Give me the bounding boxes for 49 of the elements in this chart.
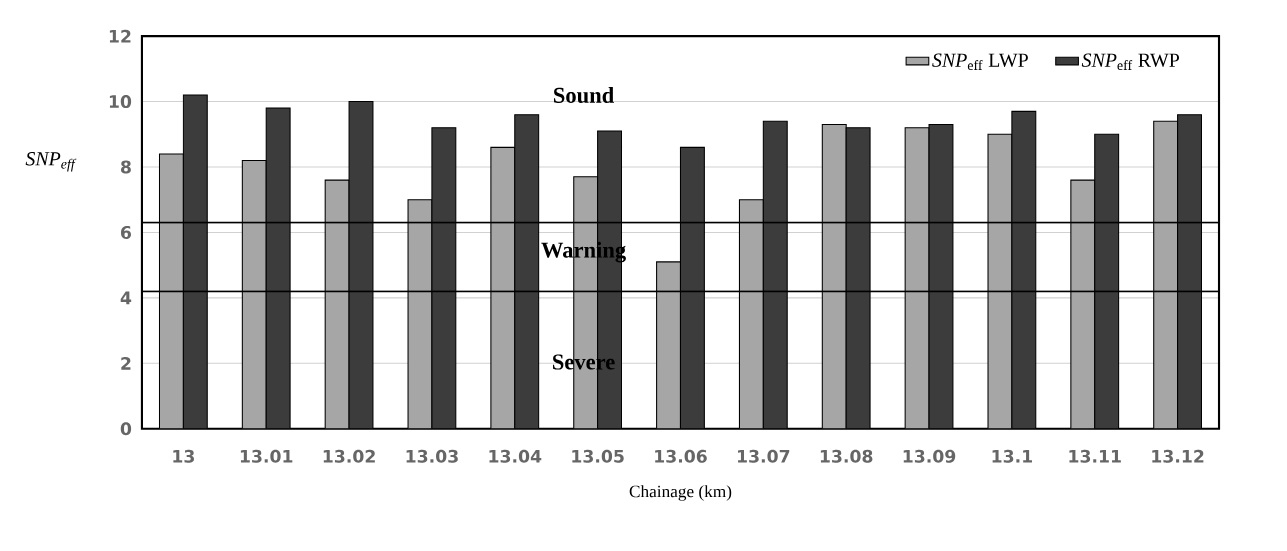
x-tick-label: 13.03 bbox=[406, 449, 458, 463]
legend-label: SNP$_{eff}$ LWP bbox=[932, 53, 1028, 70]
x-axis-title: Chainage (km) bbox=[629, 485, 732, 501]
bar bbox=[242, 160, 267, 429]
x-tick-label: 13.1 bbox=[992, 449, 1032, 463]
bar bbox=[266, 108, 291, 429]
bar bbox=[408, 199, 432, 429]
y-tick-label: 8 bbox=[121, 160, 131, 174]
bar bbox=[1011, 111, 1036, 429]
bar bbox=[514, 114, 539, 429]
bar bbox=[1177, 114, 1202, 429]
x-tick-label: 13 bbox=[173, 449, 194, 463]
bar bbox=[763, 121, 788, 429]
y-tick-label: 6 bbox=[121, 225, 132, 239]
bar bbox=[929, 124, 953, 429]
annotation: Sound bbox=[554, 87, 615, 103]
bar bbox=[490, 147, 515, 429]
x-tick-label: 13.11 bbox=[1069, 449, 1121, 463]
x-tick-label: 13.02 bbox=[323, 449, 375, 463]
y-tick-label: 10 bbox=[109, 95, 132, 109]
bar bbox=[905, 127, 930, 429]
bar bbox=[349, 101, 373, 429]
x-tick-label: 13.06 bbox=[655, 449, 707, 463]
bar bbox=[183, 94, 208, 429]
y-tick-label: 0 bbox=[120, 422, 132, 436]
bar bbox=[431, 127, 456, 429]
bar bbox=[1094, 134, 1119, 429]
bar bbox=[846, 127, 871, 429]
x-tick-label: 13.04 bbox=[489, 449, 542, 463]
x-tick-label: 13.05 bbox=[572, 449, 624, 463]
x-tick-label: 13.09 bbox=[903, 449, 956, 463]
y-tick-label: 4 bbox=[120, 291, 132, 305]
bar bbox=[656, 261, 681, 429]
x-tick-label: 13.12 bbox=[1152, 449, 1204, 463]
bar bbox=[325, 180, 350, 429]
y-tick-label: 12 bbox=[109, 29, 131, 43]
x-tick-label: 13.08 bbox=[820, 449, 873, 463]
x-tick-label: 13.07 bbox=[738, 449, 790, 463]
x-tick-label: 13.01 bbox=[240, 449, 293, 463]
bar bbox=[739, 199, 764, 429]
bar bbox=[1153, 120, 1179, 429]
bar bbox=[988, 134, 1012, 429]
bar bbox=[1070, 180, 1095, 429]
bar bbox=[680, 147, 705, 429]
y-tick-label: 2 bbox=[121, 356, 131, 370]
bar bbox=[159, 153, 184, 429]
bar bbox=[822, 124, 847, 429]
y-axis-title: SNP$_{eff}$ bbox=[25, 152, 77, 172]
legend-label: SNP$_{eff}$ RWP bbox=[1081, 53, 1179, 70]
